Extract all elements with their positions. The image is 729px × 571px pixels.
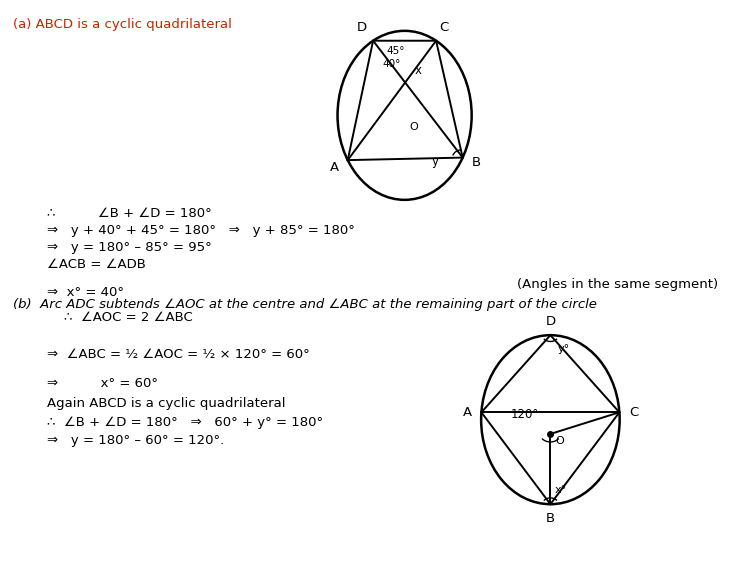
Text: A: A: [330, 161, 339, 174]
Text: ∠ACB = ∠ADB: ∠ACB = ∠ADB: [47, 258, 147, 271]
Text: ⇒   y = 180° – 60° = 120°.: ⇒ y = 180° – 60° = 120°.: [47, 434, 225, 447]
Text: 40°: 40°: [383, 59, 401, 69]
Text: Again ABCD is a cyclic quadrilateral: Again ABCD is a cyclic quadrilateral: [47, 397, 286, 410]
Text: (b)  Arc ADC subtends ∠AOC at the centre and ∠ABC at the remaining part of the c: (b) Arc ADC subtends ∠AOC at the centre …: [13, 298, 597, 311]
Text: (a) ABCD is a cyclic quadrilateral: (a) ABCD is a cyclic quadrilateral: [13, 18, 232, 31]
Text: ⇒   y + 40° + 45° = 180°   ⇒   y + 85° = 180°: ⇒ y + 40° + 45° = 180° ⇒ y + 85° = 180°: [47, 224, 355, 237]
Text: x°: x°: [555, 485, 567, 495]
Text: O: O: [410, 122, 418, 132]
Text: D: D: [545, 315, 555, 328]
Text: B: B: [472, 156, 480, 170]
Text: 45°: 45°: [386, 46, 405, 57]
Text: y: y: [432, 155, 439, 168]
Text: C: C: [629, 406, 638, 419]
Text: C: C: [440, 21, 449, 34]
Text: ∴  ∠B + ∠D = 180°   ⇒   60° + y° = 180°: ∴ ∠B + ∠D = 180° ⇒ 60° + y° = 180°: [47, 416, 324, 429]
Text: ⇒          x° = 60°: ⇒ x° = 60°: [47, 377, 158, 390]
Text: ∴  ∠AOC = 2 ∠ABC: ∴ ∠AOC = 2 ∠ABC: [47, 311, 193, 324]
Text: (Angles in the same segment): (Angles in the same segment): [517, 278, 718, 291]
Text: ∴          ∠B + ∠D = 180°: ∴ ∠B + ∠D = 180°: [47, 207, 212, 220]
Text: ⇒  ∠ABC = ½ ∠AOC = ½ × 120° = 60°: ⇒ ∠ABC = ½ ∠AOC = ½ × 120° = 60°: [47, 348, 310, 361]
Text: ⇒   y = 180° – 85° = 95°: ⇒ y = 180° – 85° = 95°: [47, 241, 212, 254]
Text: D: D: [357, 21, 367, 34]
Text: x: x: [414, 63, 421, 77]
Text: ⇒  x° = 40°: ⇒ x° = 40°: [47, 286, 125, 299]
Text: y°: y°: [558, 344, 570, 355]
Text: O: O: [555, 436, 564, 446]
Text: 120°: 120°: [510, 408, 539, 421]
Text: A: A: [463, 406, 472, 419]
Text: B: B: [546, 512, 555, 525]
